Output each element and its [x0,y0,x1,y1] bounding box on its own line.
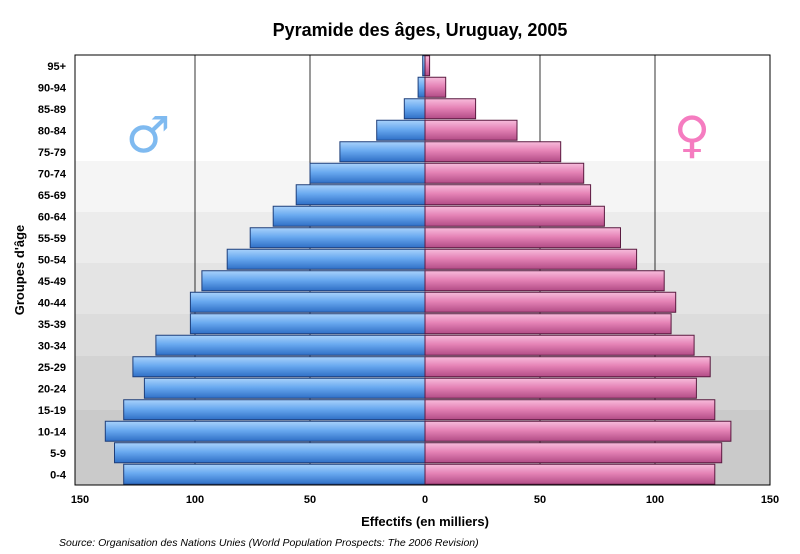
age-group-label: 50-54 [38,254,67,266]
x-tick-label: 100 [186,494,204,506]
male-bar [309,162,426,184]
female-bar [424,334,695,356]
male-bar [189,291,426,313]
male-bar [114,442,426,464]
female-symbol-icon: ♀ [674,106,711,164]
x-tick-label: 150 [71,494,89,506]
x-tick-label: 0 [422,494,428,506]
male-bar [155,334,426,356]
age-group-label: 0-4 [50,469,67,481]
female-bar [424,55,431,77]
age-group-label: 70-74 [38,168,67,180]
female-bar [424,76,447,98]
x-tick-label: 100 [646,494,664,506]
male-bar [417,76,426,98]
age-group-label: 10-14 [38,426,67,438]
female-bar [424,227,621,249]
female-bar [424,420,732,442]
female-bar [424,313,672,335]
age-group-label: 5-9 [50,448,66,460]
female-bar [424,356,711,378]
male-bar [226,248,426,270]
plot-border [74,54,771,486]
age-group-label: 30-34 [38,340,67,352]
age-group-label: 15-19 [38,405,66,417]
female-bar [424,205,605,227]
male-bar [143,377,426,399]
female-bar [424,184,592,206]
age-group-label: 35-39 [38,319,66,331]
age-group-label: 20-24 [38,383,67,395]
female-bar [424,399,716,421]
male-bar [104,420,426,442]
male-bar [339,141,426,163]
age-group-label: 60-64 [38,211,67,223]
female-bar [424,162,585,184]
female-bar [424,141,562,163]
age-group-label: 85-89 [38,104,66,116]
age-group-label: 90-94 [38,82,67,94]
chart-title: Pyramide des âges, Uruguay, 2005 [273,20,568,40]
male-bar [123,463,426,485]
age-group-label: 80-84 [38,125,67,137]
female-bar [424,270,665,292]
male-bar [295,184,426,206]
y-axis-label: Groupes d'âge [12,225,27,316]
age-group-label: 75-79 [38,147,66,159]
male-bar [272,205,426,227]
x-axis-label: Effectifs (en milliers) [361,514,489,529]
x-tick-label: 150 [761,494,779,506]
male-bar [189,313,426,335]
male-bar [132,356,426,378]
male-bar [123,399,426,421]
category-labels: 0-4 5-9 10-14 15-19 20-24 25-29 30-34 35-39 40-4… [38,61,67,482]
age-group-label: 55-59 [38,233,66,245]
age-group-label: 45-49 [38,276,66,288]
x-tick-label: 50 [534,494,546,506]
age-group-label: 95+ [47,61,66,73]
female-bar [424,377,697,399]
male-symbol-icon: ♂ [126,106,171,164]
bars [104,55,732,485]
male-bar [403,98,426,120]
female-bar [424,98,477,120]
female-bar [424,119,518,141]
x-tick-labels: 150 100 50 0 50 100 150 [71,494,779,506]
age-group-label: 65-69 [38,190,66,202]
plot-background [75,55,770,485]
male-bar [376,119,426,141]
female-bar [424,463,716,485]
female-bar [424,291,677,313]
age-group-label: 25-29 [38,362,66,374]
female-bar [424,248,638,270]
female-bar [424,442,723,464]
male-bar [249,227,426,249]
x-tick-label: 50 [304,494,316,506]
source-note: Source: Organisation des Nations Unies (… [59,537,479,549]
male-bar [201,270,426,292]
age-group-label: 40-44 [38,297,67,309]
